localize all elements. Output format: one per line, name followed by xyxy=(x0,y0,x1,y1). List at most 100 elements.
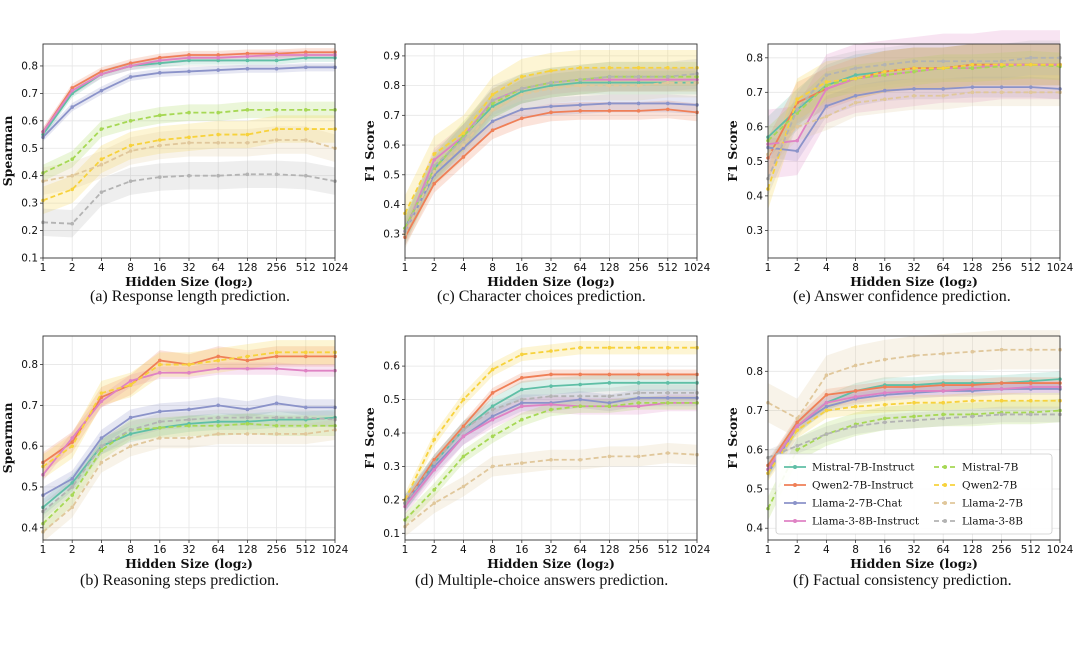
y-tick-label: 0.5 xyxy=(746,156,763,168)
data-point xyxy=(520,387,524,392)
data-point xyxy=(70,436,74,440)
panel-caption-a: (a) Response length prediction. xyxy=(90,288,290,305)
data-point xyxy=(795,149,799,153)
band-llama-2-7b xyxy=(43,126,335,195)
y-tick-label: 0.7 xyxy=(21,88,38,100)
series-line-llama-2-7b xyxy=(404,452,698,528)
data-point xyxy=(520,116,524,121)
data-point xyxy=(99,88,104,93)
data-point xyxy=(549,394,553,398)
data-point xyxy=(128,444,133,448)
data-point xyxy=(128,61,133,66)
y-tick-label: 0.3 xyxy=(746,225,763,237)
band-mistral-7b xyxy=(43,413,335,534)
data-point xyxy=(970,349,975,354)
data-point xyxy=(128,149,133,153)
data-point xyxy=(99,444,104,448)
data-point xyxy=(245,58,250,63)
panel-caption-b: (b) Reasoning steps prediction. xyxy=(80,572,280,589)
data-point xyxy=(912,385,916,389)
data-point xyxy=(824,400,829,405)
chart-panel-f: 1 2 4 8 16 32 64 128 256 512 1024 0.4 0.5 0.6 0.7 0.8 Hi… xyxy=(725,330,1074,571)
data-point xyxy=(187,417,191,422)
data-point xyxy=(432,181,436,186)
data-point xyxy=(158,113,162,118)
data-point xyxy=(883,385,887,389)
data-point xyxy=(274,401,279,406)
data-point xyxy=(795,447,799,452)
data-point xyxy=(853,73,858,77)
data-point xyxy=(941,383,945,387)
data-point xyxy=(824,104,829,108)
data-point xyxy=(549,372,553,377)
data-point xyxy=(216,55,220,60)
band-mistral-7b-instruct xyxy=(405,70,697,241)
y-tick-label: 0.4 xyxy=(383,199,400,211)
data-point xyxy=(216,173,220,178)
data-point xyxy=(99,72,104,76)
data-point xyxy=(853,395,858,399)
data-point xyxy=(432,158,436,162)
data-point xyxy=(666,74,670,79)
series-line-llama-3-8b xyxy=(767,413,1060,459)
x-tick-label: 1 xyxy=(402,544,409,556)
legend-entry-label: Llama-2-7B-Chat xyxy=(812,498,903,510)
data-point xyxy=(520,404,524,409)
band-mistral-7b xyxy=(768,50,1060,155)
y-axis-label: F1 Score xyxy=(362,120,377,181)
data-point xyxy=(636,80,641,85)
data-point xyxy=(636,396,641,400)
data-point xyxy=(912,414,916,419)
y-tick-label: 0.7 xyxy=(21,400,38,412)
data-point xyxy=(245,51,250,56)
y-tick-label: 0.3 xyxy=(21,198,38,210)
data-point xyxy=(245,172,250,177)
band-mistral-7b xyxy=(43,101,335,182)
data-point xyxy=(520,86,524,91)
data-point xyxy=(158,409,162,414)
data-point xyxy=(666,107,670,112)
data-point xyxy=(70,86,74,90)
data-point xyxy=(187,55,191,60)
data-point xyxy=(912,400,916,405)
data-point xyxy=(490,404,495,409)
data-point xyxy=(607,80,612,85)
data-point xyxy=(304,127,308,131)
x-tick-label: 1 xyxy=(765,262,772,274)
data-point xyxy=(245,432,250,436)
x-tick-label: 32 xyxy=(544,544,557,556)
data-point xyxy=(999,412,1004,417)
y-axis-label: F1 Score xyxy=(725,407,740,468)
x-tick-label: 128 xyxy=(599,262,619,274)
data-point xyxy=(636,391,641,395)
data-point xyxy=(461,131,466,135)
y-tick-label: 0.1 xyxy=(383,528,400,540)
data-point xyxy=(578,109,582,113)
y-tick-label: 0.3 xyxy=(383,229,400,241)
data-point xyxy=(245,407,250,412)
data-point xyxy=(999,347,1004,352)
data-point xyxy=(187,110,191,115)
data-point xyxy=(187,58,191,63)
data-point xyxy=(158,436,162,440)
data-point xyxy=(999,381,1004,385)
data-point xyxy=(274,172,279,177)
data-point xyxy=(549,86,553,91)
data-point xyxy=(912,389,916,393)
data-point xyxy=(824,83,829,88)
data-point xyxy=(304,108,308,112)
data-point xyxy=(158,419,162,424)
data-point xyxy=(274,415,279,420)
data-point xyxy=(666,396,670,400)
data-point xyxy=(549,402,553,407)
data-point xyxy=(128,383,133,387)
data-point xyxy=(304,405,308,410)
data-point xyxy=(187,407,191,412)
data-point xyxy=(216,53,220,57)
band-llama-3-8b-instruct xyxy=(768,381,1060,476)
data-point xyxy=(99,448,104,453)
data-point xyxy=(607,401,612,405)
data-point xyxy=(304,138,308,142)
y-tick-label: 0.5 xyxy=(21,143,38,155)
